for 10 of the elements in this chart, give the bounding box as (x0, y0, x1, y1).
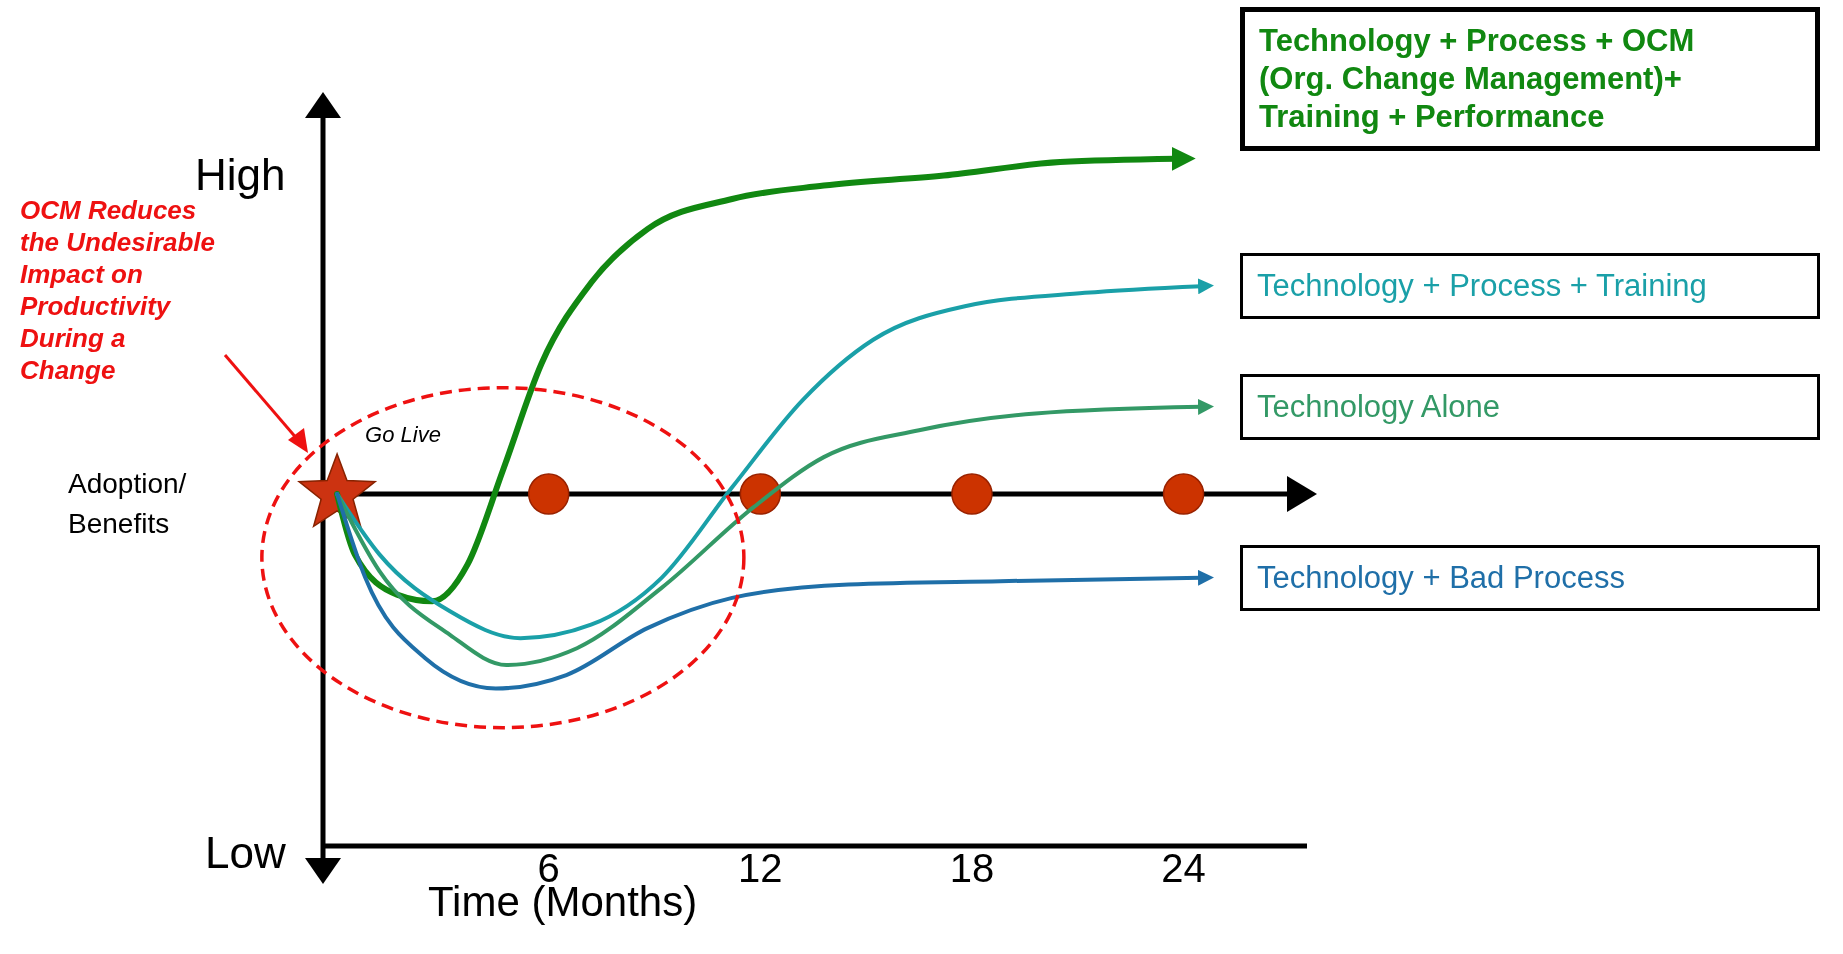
x-tick-label: 18 (949, 846, 995, 891)
series-label: Technology + Bad Process (1257, 558, 1625, 597)
x-tick-label: 24 (1161, 846, 1206, 891)
text: Low (205, 828, 286, 878)
series-label: Technology Alone (1257, 387, 1501, 426)
annotation: Go Live (365, 422, 441, 448)
x-tick-label: 12 (738, 846, 783, 891)
text: Technology + Process + OCM (Org. Change Management)+ Training + Performance (1259, 21, 1696, 136)
series-label: Technology + Process + Training (1257, 267, 1707, 306)
y-axis-title: Adoption/ Benefits (68, 467, 188, 541)
